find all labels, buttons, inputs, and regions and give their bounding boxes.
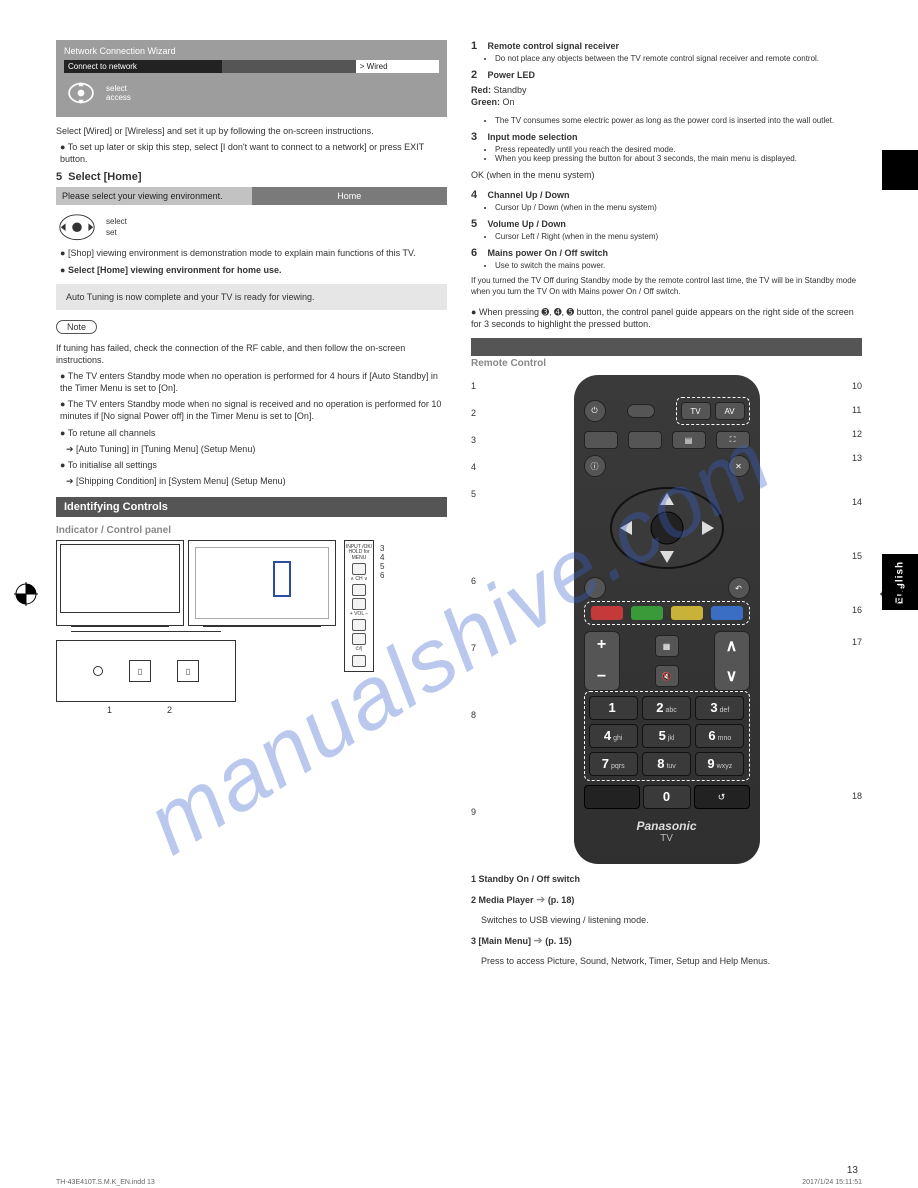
remote-media-button[interactable]	[584, 431, 618, 449]
panel-power-button[interactable]	[352, 655, 366, 667]
wizard-skip-bullet: ● To set up later or skip this step, sel…	[60, 141, 447, 165]
two-column-layout: Network Connection Wizard Connect to net…	[56, 40, 862, 975]
tv-front-icon	[56, 540, 184, 626]
remote-key-3[interactable]: 3def	[695, 696, 744, 720]
remote-guide-button[interactable]: ▦	[655, 635, 679, 657]
registration-mark-right	[880, 582, 904, 606]
remote-color-buttons	[584, 601, 750, 625]
panel-ch-up-button[interactable]	[352, 584, 366, 596]
panel-ch-down-button[interactable]	[352, 598, 366, 610]
remote-key-4[interactable]: 4ghi	[589, 724, 638, 748]
left-column: Network Connection Wizard Connect to net…	[56, 40, 447, 975]
remote-info-button[interactable]: ⓘ	[584, 455, 606, 477]
right-column: 1 Remote control signal receiver Do not …	[471, 40, 862, 975]
remote-yellow-button[interactable]	[671, 606, 703, 620]
panel-vol-up-button[interactable]	[352, 619, 366, 631]
panel-input-button[interactable]	[352, 563, 366, 575]
remote-heading-bar	[471, 338, 862, 356]
footer-file: TH-43E410T.S.M.K_EN.indd 13	[56, 1179, 155, 1186]
panel-description-list: 1 Remote control signal receiver Do not …	[471, 40, 862, 330]
panel-vol-down-button[interactable]	[352, 633, 366, 645]
nav-ring-icon	[64, 79, 98, 107]
wizard-nav-hint: select access	[64, 79, 439, 107]
tv-rear-icon	[188, 540, 336, 626]
remote-exit-button[interactable]: ✕	[728, 455, 750, 477]
dirpad-icon	[56, 211, 98, 243]
remote-diagram: 1 2 3 4 5 6 7 8 9 10 11 12	[471, 375, 862, 864]
wizard-followup-text: Select [Wired] or [Wireless] and set it …	[56, 125, 447, 137]
remote-navpad[interactable]	[602, 483, 732, 573]
remote-key-9[interactable]: 9wxyz	[695, 752, 744, 776]
step-5-heading: 5 Select [Home]	[56, 171, 447, 183]
remote-tv-av-group: TV AV	[676, 397, 750, 425]
remote-key-5[interactable]: 5jkl	[642, 724, 691, 748]
remote-key-8[interactable]: 8tuv	[642, 752, 691, 776]
remote-blue-button[interactable]	[711, 606, 743, 620]
remote-sub: TV	[584, 833, 750, 844]
remote-blank-left[interactable]	[584, 785, 640, 809]
auto-tuning-complete: Auto Tuning is now complete and your TV …	[56, 284, 447, 310]
remote-key-6[interactable]: 6mno	[695, 724, 744, 748]
remote-brand: Panasonic	[584, 819, 750, 833]
registration-mark-left	[14, 582, 38, 606]
remote-aspect-button[interactable]: ⛶	[716, 431, 750, 449]
remote-av-button[interactable]: AV	[715, 402, 745, 420]
remote-teletext-button[interactable]: ▤	[672, 431, 706, 449]
remote-standby-button[interactable]: ⏻	[584, 400, 606, 422]
dirpad-row: select set	[56, 211, 447, 243]
remote-last-view-button[interactable]: ↺	[694, 785, 750, 809]
remote-keypad: 1 2abc 3def 4ghi 5jkl 6mno 7pqrs 8tuv 9w…	[584, 691, 750, 781]
remote-red-button[interactable]	[591, 606, 623, 620]
remote-green-button[interactable]	[631, 606, 663, 620]
tv-bottom-detail: ▯ ▯ 1 2	[56, 640, 236, 702]
tv-control-panel-highlight	[273, 561, 291, 597]
remote-tv-button[interactable]: TV	[681, 402, 711, 420]
sidebar-top-block	[882, 150, 918, 190]
remote-menu-button[interactable]	[628, 431, 662, 449]
side-control-panel: INPUT /OK/ HOLD for MENU ∧ CH ∨ + VOL − …	[344, 540, 374, 672]
remote-mute-button[interactable]: 🔇	[655, 665, 679, 687]
remote-notes: 1 Standby On / Off switch 2 Media Player…	[471, 874, 862, 966]
remote-key-0[interactable]: 0	[643, 785, 691, 809]
manual-page: English Network Connection Wizard Connec…	[0, 0, 918, 1188]
remote-key-7[interactable]: 7pqrs	[589, 752, 638, 776]
wizard-title: Network Connection Wizard	[64, 46, 439, 56]
remote-control-section: Remote Control 1 2 3 4 5 6 7 8 9	[471, 338, 862, 966]
remote-return-button[interactable]: ↶	[728, 577, 750, 599]
remote-channel-rocker[interactable]: ∧∨	[714, 631, 750, 691]
remote-option-button[interactable]	[584, 577, 606, 599]
identifying-controls-bar: Identifying Controls	[56, 497, 447, 517]
remote-volume-rocker[interactable]: +−	[584, 631, 620, 691]
page-number: 13	[847, 1165, 858, 1176]
panel-subheading: Indicator / Control panel	[56, 525, 447, 536]
remote-blank-pill	[627, 404, 655, 418]
note-tag: Note	[56, 320, 97, 334]
tv-diagram: ▯ ▯ 1 2 INPUT /OK/ HOLD for MENU ∧ CH ∨ …	[56, 540, 447, 702]
environment-select-bar: Please select your viewing environment. …	[56, 187, 447, 205]
remote-key-2[interactable]: 2abc	[642, 696, 691, 720]
remote-body: ⏻ TV AV ▤ ⛶	[574, 375, 760, 864]
remote-key-1[interactable]: 1	[589, 696, 638, 720]
footer-timestamp: 2017/1/24 15:11:51	[802, 1179, 862, 1186]
network-wizard-box: Network Connection Wizard Connect to net…	[56, 40, 447, 117]
wizard-row: Connect to network > Wired	[64, 60, 439, 73]
